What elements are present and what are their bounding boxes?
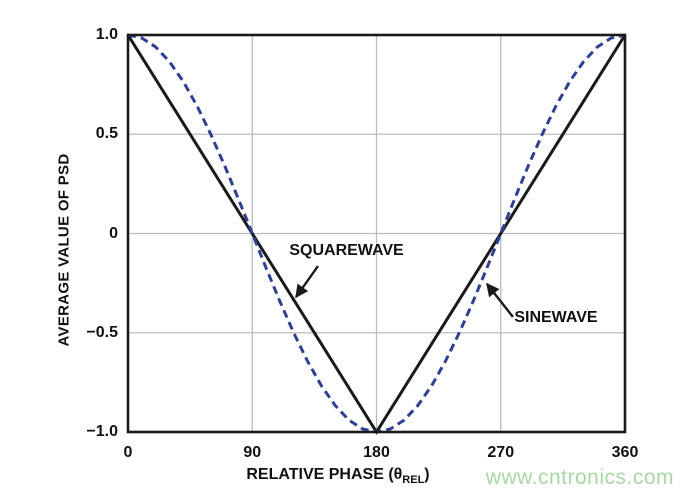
annotation-arrow-sinewave xyxy=(486,282,514,318)
y-axis-title: AVERAGE VALUE OF PSD xyxy=(55,153,73,347)
watermark-text: www.cntronics.com xyxy=(485,466,674,489)
x-axis-title-text: RELATIVE PHASE (θ xyxy=(246,466,403,483)
x-axis-title: RELATIVE PHASE (θREL) xyxy=(88,466,588,487)
x-axis-title-close-paren: ) xyxy=(424,466,430,483)
x-axis-title-subscript: REL xyxy=(402,474,425,487)
annotation-arrow-squarewave xyxy=(295,265,319,299)
plot-frame xyxy=(126,33,627,434)
